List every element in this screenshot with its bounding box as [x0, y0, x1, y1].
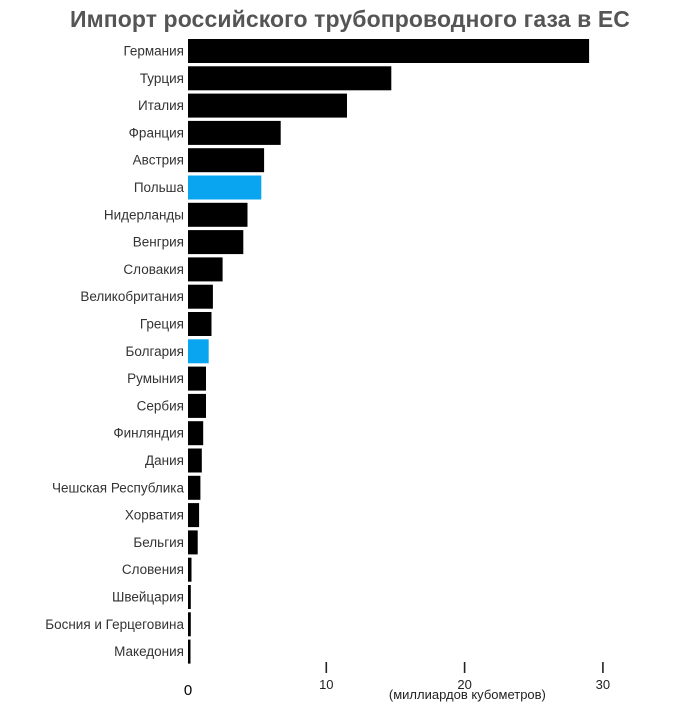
- category-label: Словакия: [123, 262, 184, 277]
- category-label: Македония: [114, 644, 184, 659]
- category-label: Швейцария: [112, 590, 184, 605]
- bar-11: [188, 312, 212, 336]
- category-label: Турция: [140, 71, 184, 86]
- category-label: Греция: [140, 317, 184, 332]
- category-label: Болгария: [126, 344, 184, 359]
- category-label: Дания: [145, 453, 184, 468]
- bar-7: [188, 202, 248, 227]
- category-label: Бельгия: [133, 535, 184, 550]
- bar-4: [188, 120, 281, 145]
- category-label: Венгрия: [133, 235, 184, 250]
- bar-17: [188, 475, 201, 500]
- category-label: Финляндия: [113, 426, 184, 441]
- category-label: Чешская Республика: [52, 480, 184, 495]
- bar-1: [188, 39, 590, 63]
- category-label: Словения: [122, 562, 184, 577]
- x-tick-label: 30: [596, 677, 610, 692]
- bar-14: [188, 393, 206, 418]
- bar-2: [188, 66, 392, 91]
- bar-5: [188, 148, 265, 173]
- category-label: Босния и Герцеговина: [45, 617, 184, 632]
- bar-13: [188, 366, 206, 391]
- x-zero-label: 0: [184, 682, 192, 699]
- bar-15: [188, 421, 204, 446]
- bar-18: [188, 503, 200, 528]
- category-label: Франция: [129, 125, 184, 140]
- category-label: Румыния: [127, 371, 184, 386]
- chart-title: Импорт российского трубопроводного газа …: [69, 6, 631, 32]
- category-label: Италия: [138, 98, 184, 113]
- bar-23: [188, 639, 191, 664]
- category-label: Австрия: [133, 153, 184, 168]
- bar-22: [188, 612, 191, 637]
- category-label: Нидерланды: [104, 207, 184, 222]
- bar-10: [188, 284, 213, 309]
- bar-8: [188, 230, 244, 255]
- x-tick-label: 10: [319, 677, 333, 692]
- bar-16: [188, 448, 202, 473]
- category-label: Сербия: [137, 398, 184, 413]
- bar-19: [188, 530, 198, 555]
- category-label: Хорватия: [125, 508, 184, 523]
- bar-3: [188, 93, 347, 118]
- category-label: Германия: [123, 44, 184, 59]
- bar-6: [188, 175, 262, 200]
- category-label: Польша: [134, 180, 185, 195]
- bar-9: [188, 257, 223, 282]
- bar-20: [188, 557, 192, 582]
- bar-12: [188, 339, 209, 364]
- category-label: Великобритания: [80, 289, 184, 304]
- bar-21: [188, 585, 191, 609]
- x-axis-label: (миллиардов кубометров): [389, 687, 546, 702]
- x-tick-label: 20: [457, 677, 471, 692]
